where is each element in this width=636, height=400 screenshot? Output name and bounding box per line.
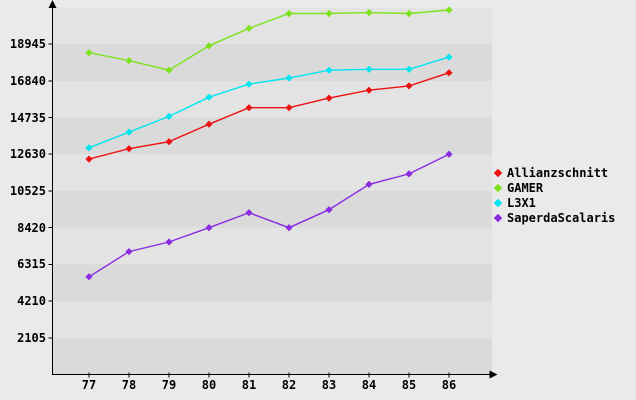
grid-band <box>53 44 492 81</box>
x-tick-label: 78 <box>121 378 137 392</box>
y-tick-label: 8420 <box>17 220 46 235</box>
x-tick-label: 79 <box>161 378 177 392</box>
series-line-l3x1 <box>88 56 450 149</box>
x-tick-label: 82 <box>281 378 297 392</box>
x-tick-label: 84 <box>361 378 377 392</box>
x-tick-label: 77 <box>81 378 97 392</box>
y-tick-label: 18945 <box>9 37 46 52</box>
legend: Allianzschnitt GAMER L3X1 SaperdaScalari… <box>493 165 616 225</box>
x-tick-label: 86 <box>441 378 457 392</box>
y-tick-label: 12630 <box>9 147 46 162</box>
legend-item-allianzschnitt: Allianzschnitt <box>493 165 615 180</box>
legend-label: Allianzschnitt <box>507 165 609 180</box>
x-tick-label: 83 <box>321 378 337 392</box>
x-tick-label: 80 <box>201 378 217 392</box>
x-tick-label: 85 <box>401 378 417 392</box>
y-axis-arrow-icon <box>48 0 57 8</box>
series-line-gamer <box>88 9 450 71</box>
diamond-marker-icon <box>493 168 503 177</box>
y-tick-label: 2105 <box>17 330 46 345</box>
diamond-marker-icon <box>493 198 503 207</box>
x-tick-label: 81 <box>241 378 257 392</box>
diamond-marker-icon <box>493 183 503 192</box>
grid-band <box>53 80 492 118</box>
y-tick-label: 14735 <box>9 110 46 125</box>
grid-band <box>53 337 492 375</box>
legend-item-l3x1: L3X1 <box>493 195 615 210</box>
legend-item-saperdascalaris: SaperdaScalaris <box>493 210 616 225</box>
y-tick-label: 4210 <box>17 294 46 309</box>
y-tick-label: 10525 <box>9 183 46 198</box>
legend-item-gamer: GAMER <box>493 180 615 195</box>
grid-band <box>53 301 492 338</box>
grid-band <box>53 264 492 302</box>
legend-label: GAMER <box>507 180 544 195</box>
y-tick-label: 16840 <box>9 73 46 88</box>
y-tick-label: 6315 <box>17 257 46 272</box>
grid-band <box>53 227 492 265</box>
series-line-saperdascalaris <box>88 153 450 278</box>
legend-label: SaperdaScalaris <box>507 210 616 225</box>
grid-band <box>53 7 492 45</box>
grid-band <box>53 154 492 191</box>
legend-label: L3X1 <box>507 195 536 210</box>
x-axis-arrow-icon <box>489 370 498 379</box>
series-line-allianzschnitt <box>88 72 450 160</box>
diamond-marker-icon <box>493 213 503 222</box>
